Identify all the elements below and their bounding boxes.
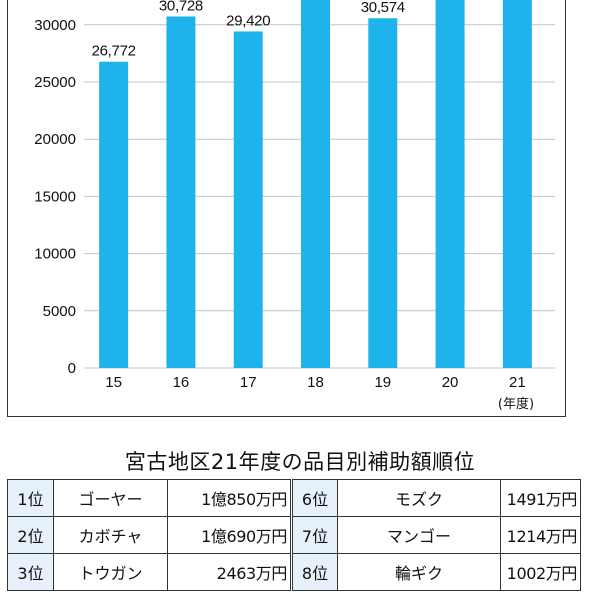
ranking-table: 1位 ゴーヤー 1億850万円 6位 モズク 1491万円 2位 カボチャ 1億…: [7, 479, 581, 591]
rank-cell: 1位: [7, 479, 54, 517]
amount-cell: 1億690万円: [167, 516, 292, 554]
amount-cell: 1億850万円: [167, 479, 292, 517]
data-label: 29,420: [226, 12, 270, 29]
amount-cell: 1214万円: [500, 516, 581, 554]
rank-cell: 3位: [7, 553, 54, 591]
y-tick-label: 0: [68, 360, 76, 377]
x-tick-label: 18: [307, 374, 324, 391]
item-cell: マンゴー: [337, 516, 501, 554]
x-tick-label: 19: [374, 374, 391, 391]
item-cell: 輪ギク: [337, 553, 501, 591]
item-cell: トウガン: [53, 553, 168, 591]
bar-chart: 0 5000 10000 15000 20000 25000 30000 15 26,772 16…: [34, 0, 555, 412]
item-cell: モズク: [337, 479, 501, 517]
table-row: 2位 カボチャ 1億690万円 7位 マンゴー 1214万円: [7, 516, 581, 554]
rank-cell: 6位: [290, 479, 338, 517]
rank-cell: 7位: [290, 516, 338, 554]
amount-cell: 1002万円: [500, 553, 581, 591]
y-tick-label: 30000: [34, 17, 76, 34]
amount-cell: 1491万円: [500, 479, 581, 517]
amount-cell: 2463万円: [167, 553, 292, 591]
item-cell: カボチャ: [53, 516, 168, 554]
table-row: 3位 トウガン 2463万円 8位 輪ギク 1002万円: [7, 553, 581, 591]
x-tick-label: 15: [105, 374, 122, 391]
rank-cell: 8位: [290, 553, 338, 591]
bar: [502, 0, 532, 368]
item-cell: ゴーヤー: [53, 479, 168, 517]
bar: [99, 61, 129, 368]
x-tick-label: 16: [173, 374, 190, 391]
x-axis-unit: (年度): [498, 396, 534, 412]
y-tick-label: 15000: [34, 188, 76, 205]
chart-frame: 0 5000 10000 15000 20000 25000 30000 15 26,772 16…: [7, 0, 566, 417]
x-tick-label: 21: [509, 374, 526, 391]
bar: [233, 31, 263, 368]
y-tick-label: 5000: [43, 303, 76, 320]
bar: [301, 0, 330, 368]
bar: [368, 18, 398, 369]
y-tick-label: 20000: [34, 131, 76, 148]
y-tick-label: 10000: [34, 246, 76, 263]
data-label: 30,728: [159, 0, 203, 14]
bar: [435, 0, 465, 368]
ranking-title: 宮古地区21年度の品目別補助額順位: [124, 450, 476, 474]
y-tick-label: 25000: [34, 74, 76, 91]
table-row: 1位 ゴーヤー 1億850万円 6位 モズク 1491万円: [7, 479, 581, 517]
data-label: 30,574: [361, 0, 405, 16]
bar: [166, 16, 196, 368]
x-tick-label: 20: [442, 374, 459, 391]
rank-cell: 2位: [7, 516, 54, 554]
data-label: 26,772: [92, 43, 136, 60]
x-tick-label: 17: [240, 374, 257, 391]
